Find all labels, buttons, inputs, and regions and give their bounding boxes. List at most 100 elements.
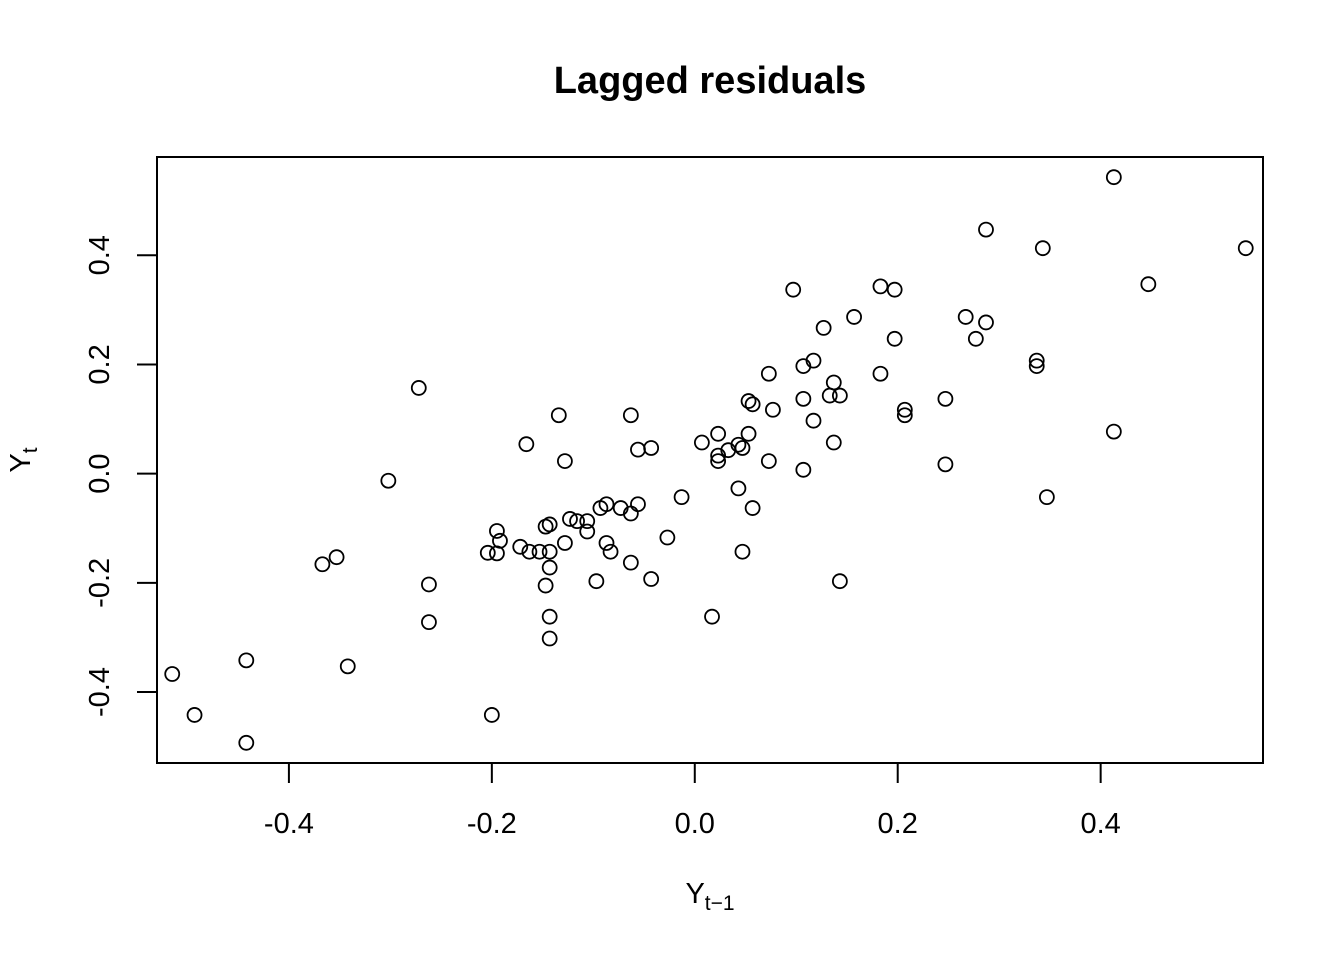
data-point: [630, 496, 646, 513]
data-point: [785, 281, 802, 298]
data-point: [744, 396, 761, 413]
x-tick-label: -0.4: [264, 808, 314, 840]
chart-title: Lagged residuals: [554, 60, 867, 102]
data-point: [489, 523, 505, 539]
data-point: [492, 532, 508, 549]
data-point: [512, 538, 529, 555]
data-point: [872, 278, 889, 295]
x-tick-label: -0.2: [467, 808, 517, 840]
data-point: [643, 440, 660, 456]
data-point: [598, 496, 615, 513]
data-point: [795, 461, 812, 478]
data-point: [1034, 240, 1051, 257]
data-point: [978, 221, 994, 238]
data-point: [730, 436, 747, 453]
data-point: [602, 543, 619, 560]
data-point: [410, 380, 427, 396]
y-axis-label-subscript: t: [19, 447, 42, 453]
y-tick-label: 0.4: [84, 235, 116, 275]
data-point: [630, 441, 646, 458]
data-point: [673, 489, 690, 506]
data-point: [704, 608, 720, 625]
y-tick-label: 0.0: [84, 453, 116, 493]
data-point: [937, 390, 954, 407]
data-point: [831, 573, 848, 590]
data-point: [825, 434, 842, 451]
data-point: [872, 365, 889, 382]
data-point: [537, 577, 554, 594]
data-point: [518, 436, 535, 453]
data-point: [1038, 489, 1055, 506]
data-point: [483, 707, 500, 723]
x-tick-label: 0.4: [1080, 808, 1120, 840]
data-point: [421, 576, 437, 593]
y-axis: -0.4 -0.2 0.0 0.2 0.4: [84, 235, 158, 717]
data-point: [886, 281, 903, 298]
data-point: [557, 453, 573, 469]
data-point: [760, 453, 777, 469]
data-point: [598, 535, 615, 551]
data-point: [622, 554, 639, 571]
data-point: [957, 309, 974, 325]
data-point: [744, 500, 761, 516]
data-point: [730, 480, 747, 497]
x-tick-label: 0.0: [675, 808, 715, 840]
data-point: [693, 434, 710, 451]
x-axis: -0.4 -0.2 0.0 0.2 0.4: [264, 762, 1121, 840]
y-axis-label-main: Y: [5, 453, 37, 472]
data-point: [815, 319, 832, 336]
data-point: [541, 608, 558, 625]
data-point: [1105, 423, 1122, 440]
data-point: [831, 387, 848, 404]
data-point: [557, 535, 573, 551]
x-axis-label-main: Y: [685, 878, 704, 910]
data-point: [186, 707, 203, 723]
data-point: [1105, 169, 1122, 186]
data-point: [164, 666, 181, 682]
data-point: [521, 543, 538, 560]
plot-frame: [156, 156, 1264, 764]
data-point: [479, 544, 496, 561]
data-point: [421, 614, 437, 631]
data-point: [588, 573, 605, 590]
data-point: [238, 734, 255, 751]
data-point: [978, 314, 994, 331]
data-point: [846, 309, 862, 325]
data-point: [740, 393, 757, 409]
data-point: [734, 440, 751, 456]
data-point: [710, 425, 727, 442]
data-point: [886, 330, 903, 347]
data-point: [1028, 358, 1045, 374]
data-point: [805, 352, 822, 369]
data-point: [825, 374, 842, 391]
data-point: [967, 330, 984, 347]
data-point: [622, 407, 639, 424]
y-tick-label: 0.2: [84, 344, 116, 384]
y-axis-label: Yt: [5, 447, 42, 472]
data-point: [805, 412, 822, 429]
x-axis-label: Yt−1: [685, 878, 734, 915]
data-point: [1028, 352, 1045, 369]
x-tick-label: 0.2: [878, 808, 918, 840]
data-point: [896, 401, 913, 418]
data-point: [569, 513, 585, 530]
data-point: [541, 630, 558, 647]
y-tick-label: -0.4: [84, 667, 116, 717]
data-point: [562, 511, 578, 527]
data-point: [643, 571, 660, 587]
data-point: [740, 425, 757, 442]
data-point: [314, 556, 331, 573]
data-point: [896, 407, 913, 424]
data-point: [380, 472, 397, 489]
data-point: [541, 543, 558, 560]
data-point: [659, 529, 676, 546]
data-point: [541, 559, 558, 576]
data-point: [734, 543, 751, 560]
data-point: [339, 658, 356, 675]
data-point: [328, 549, 345, 566]
data-point: [238, 652, 255, 669]
data-point: [710, 453, 727, 469]
x-axis-label-subscript: t−1: [705, 892, 735, 915]
data-point: [550, 407, 567, 424]
